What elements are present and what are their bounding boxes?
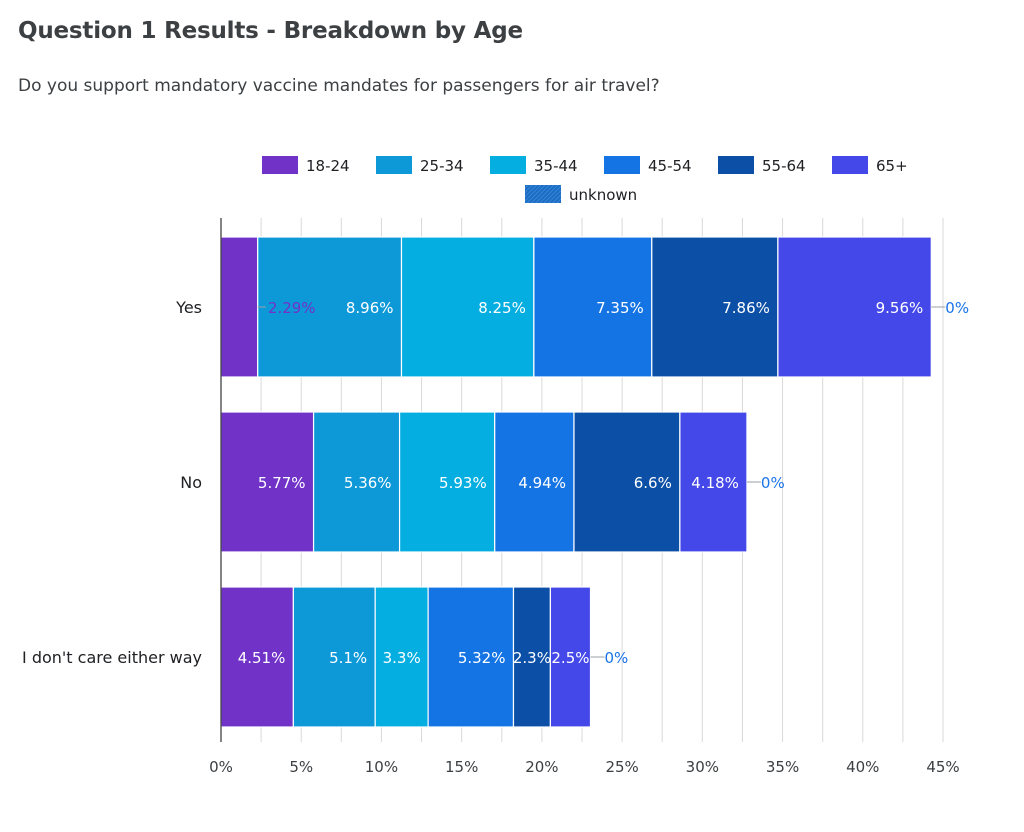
bar-segment[interactable]: [220, 586, 294, 728]
legend-label[interactable]: 55-64: [762, 157, 806, 175]
data-label: 5.32%: [458, 649, 506, 667]
data-label: 5.1%: [329, 649, 367, 667]
bar-segment[interactable]: [549, 586, 592, 728]
legend-swatch[interactable]: [490, 156, 526, 174]
data-label: 7.86%: [722, 299, 770, 317]
bar-segment[interactable]: [400, 236, 535, 378]
x-tick-label: 15%: [445, 758, 478, 776]
bar-segment[interactable]: [312, 411, 401, 553]
x-tick-label: 25%: [605, 758, 638, 776]
bar-segment[interactable]: [220, 411, 315, 553]
x-tick-label: 20%: [525, 758, 558, 776]
category-label: Yes: [175, 298, 202, 317]
x-tick-label: 30%: [686, 758, 719, 776]
x-tick-label: 35%: [766, 758, 799, 776]
data-label: 7.35%: [596, 299, 644, 317]
data-label: 3.3%: [383, 649, 421, 667]
bar-segment[interactable]: [220, 236, 259, 378]
bars: [220, 236, 932, 728]
category-label: No: [180, 473, 202, 492]
bar-segment[interactable]: [494, 411, 575, 553]
chart-title: Question 1 Results - Breakdown by Age: [18, 18, 523, 44]
legend-swatch[interactable]: [262, 156, 298, 174]
data-label: 8.25%: [478, 299, 526, 317]
bar-segment[interactable]: [651, 236, 779, 378]
legend-label[interactable]: 18-24: [306, 157, 350, 175]
x-tick-label: 10%: [365, 758, 398, 776]
legend-label[interactable]: 45-54: [648, 157, 692, 175]
bar-segment[interactable]: [257, 236, 403, 378]
axes: 0% 5% 10% 15% 20% 25% 30% 35% 40% 45% Yes No I don't…: [22, 218, 960, 776]
category-label: I don't care either way: [22, 648, 202, 667]
x-tick-label: 45%: [926, 758, 959, 776]
data-label: 0%: [605, 649, 629, 667]
legend-swatch[interactable]: [525, 185, 561, 203]
legend-label[interactable]: 35-44: [534, 157, 578, 175]
legend-swatch[interactable]: [718, 156, 754, 174]
legend-label[interactable]: 65+: [876, 157, 908, 175]
data-label: 2.5%: [551, 649, 589, 667]
data-label: 5.77%: [258, 474, 306, 492]
bar-segment[interactable]: [512, 586, 551, 728]
bar-segment[interactable]: [374, 586, 429, 728]
data-labels: 2.29% 8.96% 8.25% 7.35% 7.86% 9.56% 0% 5.77% 5.3…: [238, 299, 969, 667]
data-label: 0%: [945, 299, 969, 317]
data-label: 2.3%: [513, 649, 551, 667]
bar-segment[interactable]: [427, 586, 515, 728]
data-label: 6.6%: [634, 474, 672, 492]
legend-label[interactable]: 25-34: [420, 157, 464, 175]
x-tick-label: 0%: [209, 758, 233, 776]
data-label: 2.29%: [268, 299, 316, 317]
legend[interactable]: 18-24 25-34 35-44 45-54 55-64 65+ unknown: [262, 156, 908, 204]
legend-swatch[interactable]: [604, 156, 640, 174]
legend-swatch[interactable]: [376, 156, 412, 174]
x-tick-label: 5%: [289, 758, 313, 776]
bar-segment[interactable]: [533, 236, 653, 378]
data-label: 0%: [761, 474, 785, 492]
data-label: 4.51%: [238, 649, 286, 667]
data-label: 9.56%: [876, 299, 924, 317]
data-label: 5.36%: [344, 474, 392, 492]
bar-segment[interactable]: [398, 411, 496, 553]
data-label: 4.18%: [691, 474, 739, 492]
bar-segment[interactable]: [573, 411, 681, 553]
data-label: 5.93%: [439, 474, 487, 492]
bar-segment[interactable]: [777, 236, 932, 378]
bar-segment[interactable]: [679, 411, 748, 553]
chart-subtitle: Do you support mandatory vaccine mandate…: [18, 76, 660, 96]
x-tick-label: 40%: [846, 758, 879, 776]
legend-label[interactable]: unknown: [569, 186, 637, 204]
legend-swatch[interactable]: [832, 156, 868, 174]
data-label: 4.94%: [518, 474, 566, 492]
data-label: 8.96%: [346, 299, 394, 317]
